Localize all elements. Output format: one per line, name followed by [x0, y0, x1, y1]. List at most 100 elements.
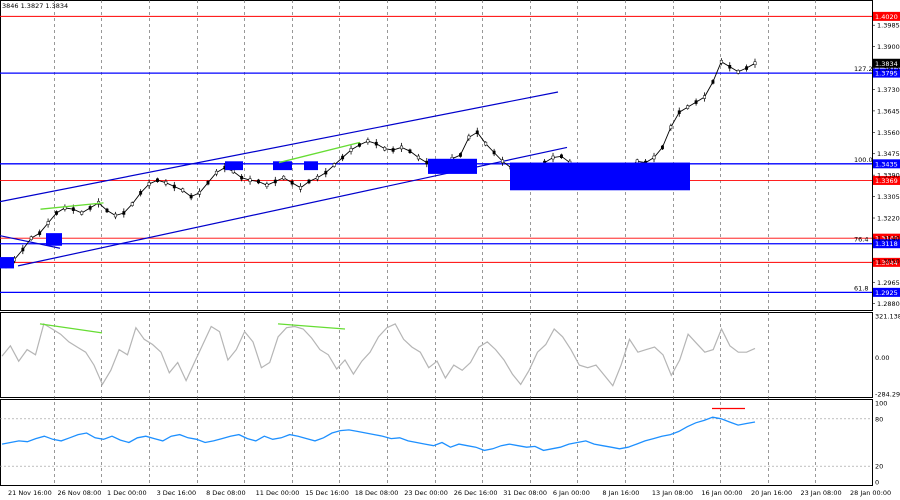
level-price-box	[873, 239, 900, 249]
date-label: 18 Dec 08:00	[355, 489, 399, 497]
candle-body	[501, 159, 504, 164]
tick-label: 1.3050	[877, 257, 900, 265]
candle-body	[366, 139, 370, 143]
candle-body	[147, 182, 151, 186]
tick-label: 1.2965	[877, 279, 900, 287]
candle-body	[206, 180, 210, 185]
price-divergence-line	[40, 202, 104, 210]
level-price-box	[873, 233, 900, 243]
date-label: 1 Dec 00:00	[107, 489, 147, 497]
date-label: 23 Jan 08:00	[800, 489, 841, 497]
cci-mid-label: 0.00	[875, 354, 889, 362]
level-price-box	[873, 68, 900, 78]
candle-body	[374, 141, 378, 146]
candle-body	[139, 191, 143, 195]
cci-bottom-label: -284.290	[875, 391, 900, 399]
candle-body	[703, 95, 706, 99]
candle-body	[660, 145, 664, 150]
candle-body	[425, 160, 429, 165]
rsi-frame	[0, 399, 873, 486]
level-price-label: 1.3369	[875, 177, 898, 185]
divergence-lines	[40, 141, 361, 210]
candle-body	[635, 159, 639, 164]
rsi-scale-label: 80	[875, 415, 883, 423]
candle-body	[492, 150, 496, 155]
candle-body	[198, 191, 202, 195]
date-label: 31 Dec 08:00	[503, 489, 547, 497]
candle-body	[745, 66, 749, 70]
tick-label: 1.3985	[877, 22, 900, 30]
zone-box	[46, 233, 62, 246]
date-label: 21 Nov 16:00	[8, 489, 52, 497]
cci-frame	[0, 312, 873, 398]
candle-body	[324, 170, 328, 175]
tick-label: 1.3900	[877, 43, 900, 51]
date-label: 26 Nov 08:00	[58, 489, 102, 497]
fib-label: 100.0	[854, 156, 873, 164]
candle-body	[458, 153, 462, 157]
candle-body	[88, 206, 92, 210]
cci-divergence-line	[39, 323, 103, 334]
level-price-label: 1.2925	[875, 289, 898, 297]
zone-box	[510, 162, 690, 191]
date-label: 23 Dec 00:00	[404, 489, 448, 497]
level-price-box	[873, 159, 900, 169]
date-label: 8 Dec 08:00	[206, 489, 246, 497]
candle-body	[484, 141, 488, 146]
candle-body	[416, 155, 420, 160]
candle-body	[21, 247, 25, 252]
fib-label: 61.8	[854, 284, 868, 292]
candle-body	[290, 180, 294, 185]
candle-body	[711, 80, 715, 84]
candle-body	[349, 148, 353, 152]
candle-body	[728, 65, 732, 69]
date-label: 11 Dec 00:00	[256, 489, 300, 497]
tick-label: 1.3305	[877, 193, 900, 201]
fib-label: 127.2	[854, 65, 873, 73]
tick-label: 1.3730	[877, 86, 900, 94]
candle-body	[122, 211, 126, 215]
candle-body	[559, 154, 563, 159]
candle-body	[172, 184, 176, 189]
level-price-label: 1.4020	[875, 13, 898, 21]
candle-body	[341, 155, 345, 160]
candle-body	[391, 148, 395, 152]
tick-label: 1.3475	[877, 150, 900, 158]
candle-body	[677, 110, 681, 114]
cci-line	[1, 322, 756, 387]
candle-body	[214, 170, 218, 175]
level-price-label: 1.3118	[875, 240, 898, 248]
candle-body	[686, 105, 690, 109]
date-axis: 21 Nov 16:00 26 Nov 08:00 1 Dec 00:00 3 Dec…	[8, 489, 891, 497]
date-label: 28 Jan 00:00	[850, 489, 891, 497]
candle-body	[164, 180, 168, 185]
candle-body	[383, 146, 387, 151]
current-price-label: 1.3834	[875, 60, 898, 68]
tick-label: 1.3220	[877, 215, 900, 223]
candle-body	[736, 70, 740, 74]
tick-label: 1.3140	[877, 235, 900, 243]
candle-body	[467, 135, 471, 140]
candle-body	[273, 179, 277, 184]
candle-body	[475, 130, 479, 135]
left-trend-line	[0, 235, 61, 249]
zone-box	[0, 257, 14, 269]
level-price-label: 1.3140	[875, 235, 898, 243]
fib-label: 76.4	[854, 236, 868, 244]
price-axis: 1.3985 1.3900 1.3815 1.3730 1.3645 1.3560 1.34…	[872, 22, 900, 308]
candle-body	[231, 169, 235, 174]
candle-body	[265, 183, 269, 187]
level-price-box	[873, 287, 900, 297]
level-price-box	[873, 175, 900, 185]
candle-body	[282, 175, 286, 180]
date-label: 26 Dec 16:00	[454, 489, 498, 497]
zone-box	[304, 161, 318, 171]
candle-body	[307, 179, 311, 184]
candle-body	[719, 59, 723, 64]
candle-body	[46, 221, 50, 225]
candle-body	[80, 211, 84, 215]
date-label: 15 Dec 16:00	[305, 489, 349, 497]
date-label: 20 Jan 16:00	[751, 489, 792, 497]
